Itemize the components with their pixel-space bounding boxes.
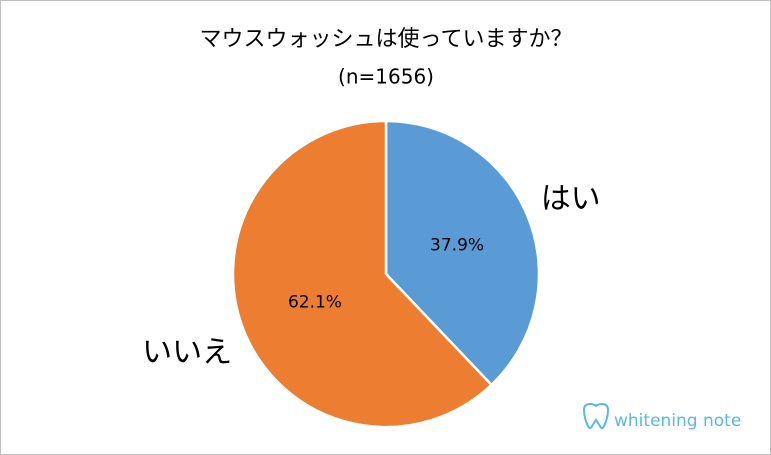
pie-slice bbox=[231, 119, 494, 429]
category-label: はい bbox=[541, 182, 601, 217]
pie-slice bbox=[384, 119, 541, 387]
chart-title: マウスウォッシュは使っていますか？ bbox=[200, 27, 573, 52]
value-label: 62.1% bbox=[288, 292, 342, 312]
value-label: 37.9% bbox=[430, 236, 484, 256]
watermark: whitening note bbox=[614, 411, 741, 431]
watermark-icon bbox=[582, 402, 610, 429]
chart-subtitle: (n=1656) bbox=[338, 65, 434, 89]
category-label: いいえ bbox=[142, 335, 232, 370]
